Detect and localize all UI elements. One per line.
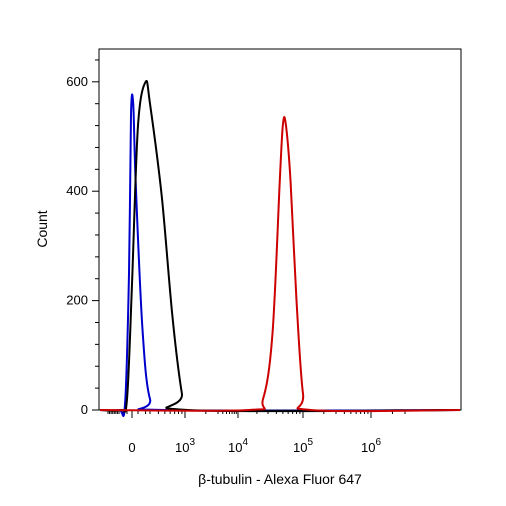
x-tick-label: 103 (175, 437, 195, 455)
x-tick-label: 104 (228, 437, 248, 455)
series-line-2 (99, 79, 461, 413)
y-tick-label: 600 (66, 74, 88, 89)
y-tick-label: 200 (66, 293, 88, 308)
y-tick-label: 0 (81, 402, 88, 417)
x-tick-label: 0 (128, 440, 135, 455)
series-line-3 (99, 116, 461, 413)
x-axis-title: β-tubulin - Alexa Fluor 647 (198, 471, 362, 487)
x-tick-label: 106 (361, 437, 381, 455)
x-axis: 0 103 104 105 106 (107, 410, 406, 455)
y-tick-label: 400 (66, 183, 88, 198)
y-axis: 0 200 400 600 (66, 59, 99, 417)
plot-frame (98, 48, 462, 411)
series-group (99, 79, 461, 418)
series-line-1 (99, 93, 461, 418)
x-tick-label: 105 (293, 437, 313, 455)
y-axis-title: Count (34, 210, 50, 247)
